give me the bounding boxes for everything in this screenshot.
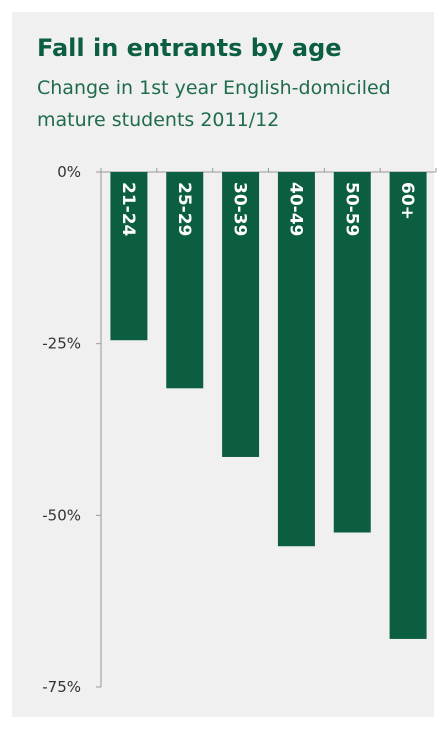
- chart-title: Fall in entrants by age: [37, 34, 342, 62]
- y-tick-label: 0%: [57, 163, 81, 181]
- axis-layer: 0% -25% -50% -75%: [42, 163, 437, 696]
- category-label-30-39: 30-39: [230, 182, 250, 236]
- bars-layer: [110, 172, 427, 639]
- y-tick-label: -50%: [42, 506, 81, 524]
- category-label-21-24: 21-24: [118, 182, 138, 237]
- bar-25-29: [166, 172, 204, 389]
- category-label-50-59: 50-59: [341, 182, 361, 236]
- category-label-25-29: 25-29: [174, 182, 194, 236]
- y-tick-label: -25%: [42, 335, 81, 353]
- bar-30-39: [222, 172, 260, 457]
- bar-60+: [389, 172, 427, 639]
- category-label-60+: 60+: [397, 182, 417, 220]
- labels-layer: 21-24 25-29 30-39 40-49 50-59 60+: [118, 182, 417, 237]
- chart-subtitle: Change in 1st year English-domiciled mat…: [37, 77, 391, 131]
- bar-21-24: [110, 172, 148, 341]
- y-tick-label: -75%: [42, 678, 81, 696]
- category-label-40-49: 40-49: [285, 182, 305, 236]
- bar-40-49: [277, 172, 315, 547]
- bar-50-59: [333, 172, 371, 533]
